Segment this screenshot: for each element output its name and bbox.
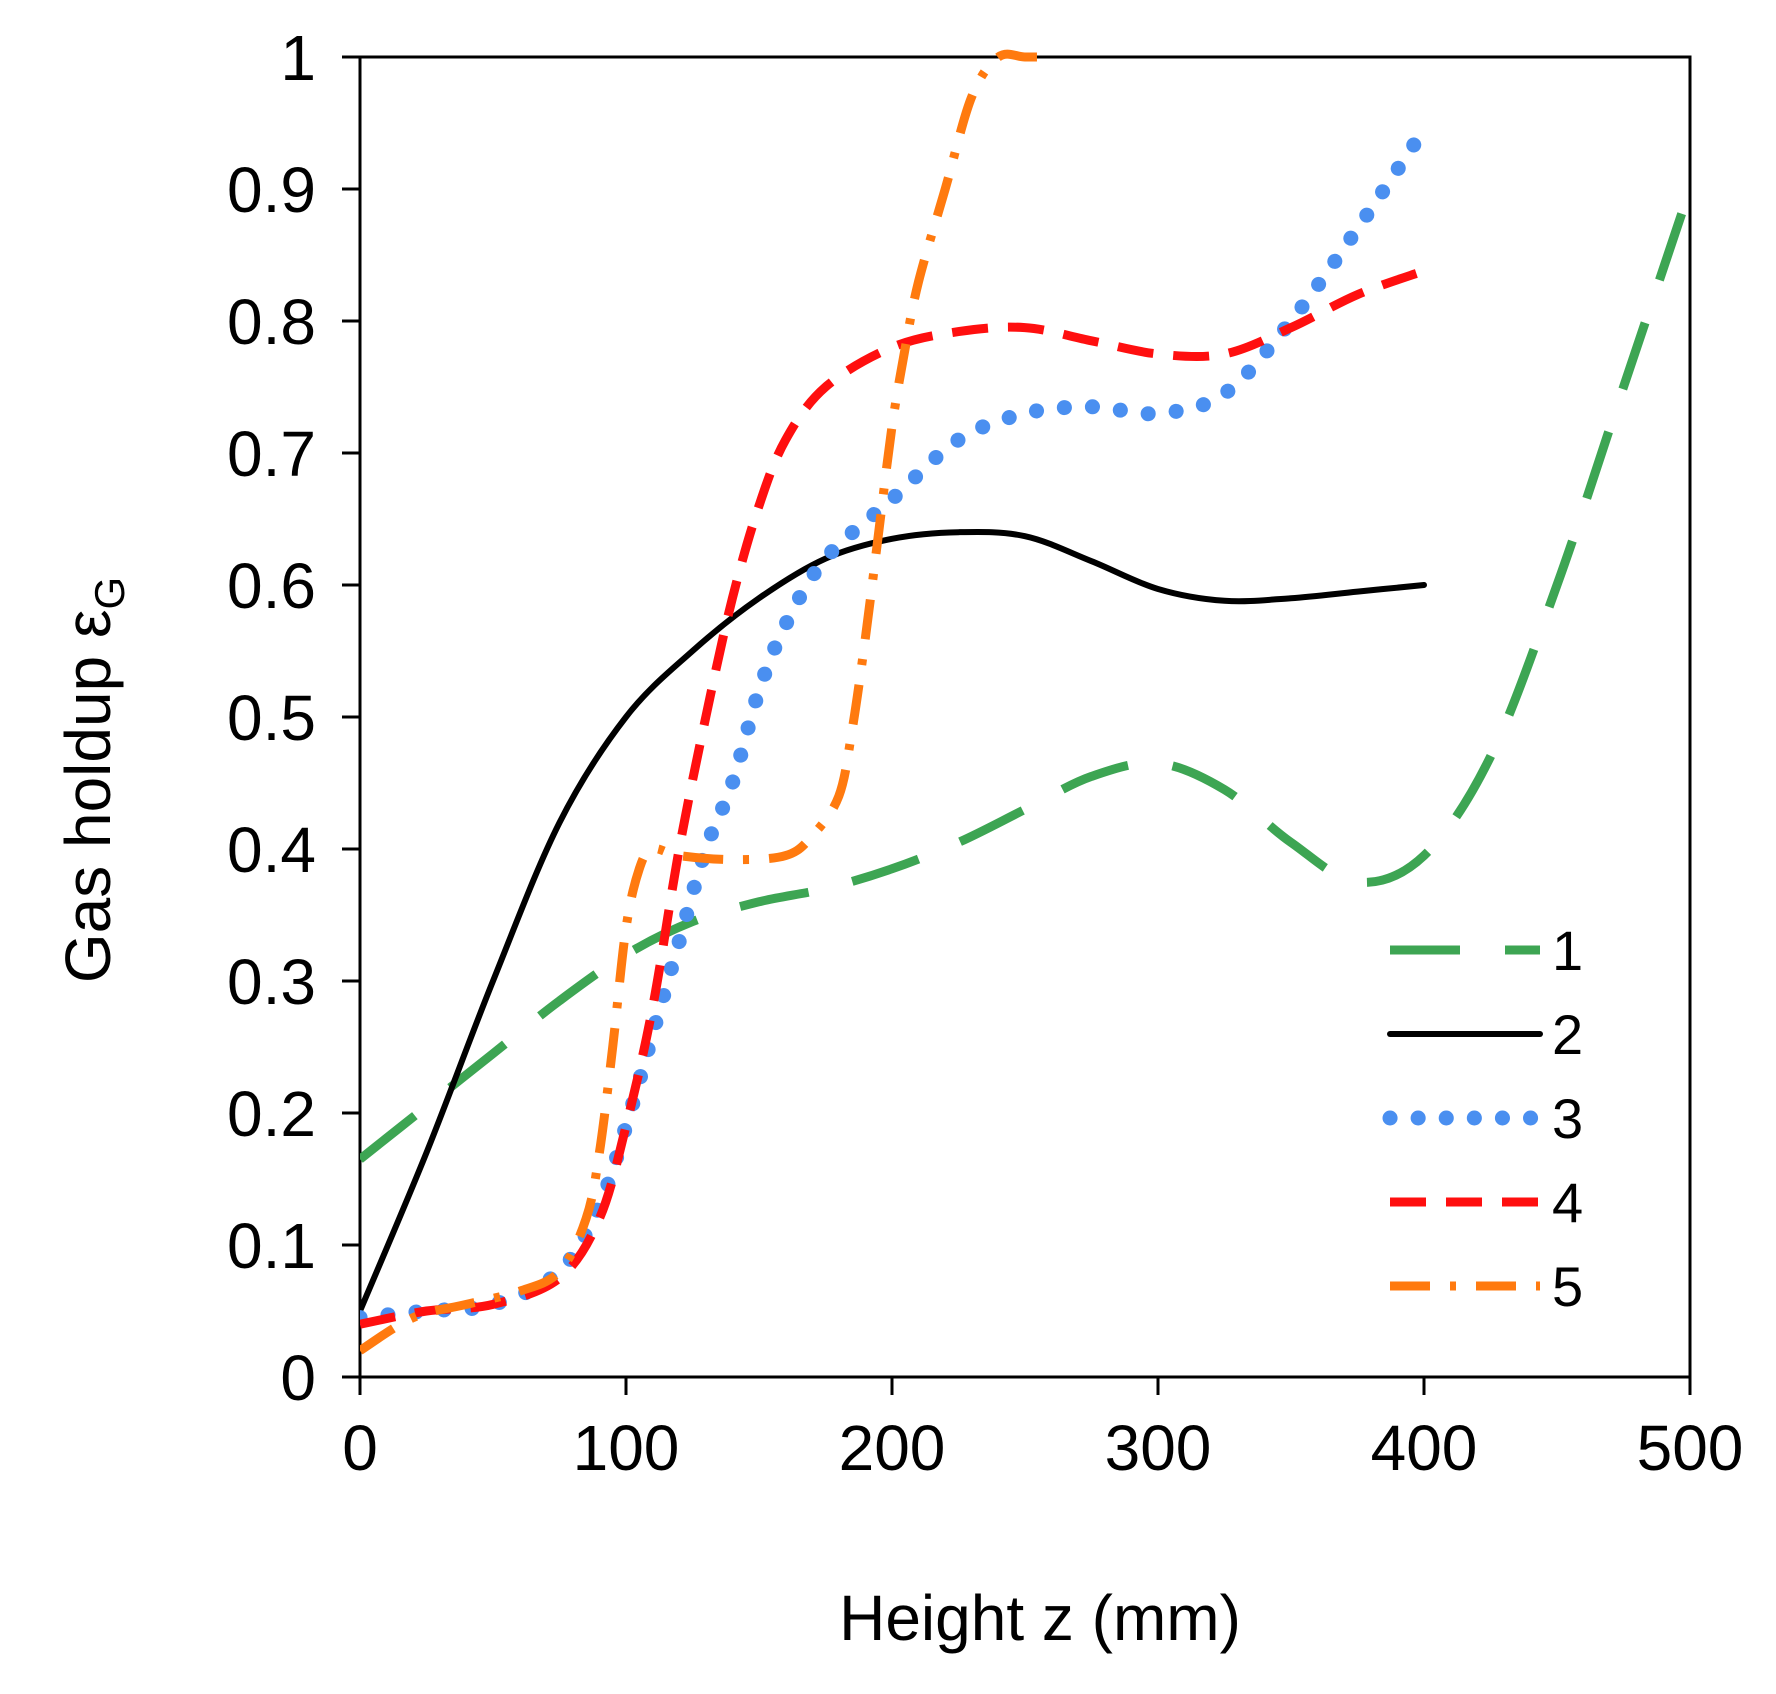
y-tick-label: 0.3 [227, 946, 316, 1018]
legend: 1 2 3 4 5 [1382, 919, 1583, 1318]
y-tick-label: 0.4 [227, 814, 316, 886]
x-tick-label: 300 [1105, 1412, 1212, 1484]
y-tick-label: 0.2 [227, 1078, 316, 1150]
series-1-line [360, 187, 1690, 1163]
y-tick-label: 0.6 [227, 550, 316, 622]
x-tick-label: 500 [1637, 1412, 1744, 1484]
legend-label-1: 1 [1552, 919, 1583, 982]
y-axis-label-subscript: G [86, 577, 133, 610]
series-layer [360, 49, 1690, 1355]
series-3-line [360, 122, 1432, 1326]
legend-label-4: 4 [1552, 1171, 1583, 1234]
series-2-line [360, 528, 1427, 1314]
y-tick-label: 0.9 [227, 154, 316, 226]
legend-label-3: 3 [1552, 1087, 1583, 1150]
x-tick-label: 400 [1371, 1412, 1478, 1484]
x-tick-label: 0 [342, 1412, 378, 1484]
y-tick-label: 0.1 [227, 1210, 316, 1282]
y-tick-label: 0 [280, 1342, 316, 1414]
x-tick-label: 100 [573, 1412, 680, 1484]
legend-label-5: 5 [1552, 1255, 1583, 1318]
y-tick-label: 0.8 [227, 286, 316, 358]
y-tick-label: 1 [280, 22, 316, 94]
y-tick-label: 0.7 [227, 418, 316, 490]
legend-label-2: 2 [1552, 1003, 1583, 1066]
x-axis-label: Height z (mm) [839, 1582, 1241, 1654]
series-5-line [360, 49, 1052, 1355]
x-tick-label: 200 [839, 1412, 946, 1484]
y-axis-label: Gas holdup εG [52, 577, 133, 983]
y-tick-label: 0.5 [227, 682, 316, 754]
y-axis-label-main: Gas holdup ε [52, 610, 124, 984]
axis-ticks: 0 100 200 300 400 500 0 0.1 0.2 0.3 0.4 0.5 0.6 0.7 0.… [227, 22, 1743, 1484]
